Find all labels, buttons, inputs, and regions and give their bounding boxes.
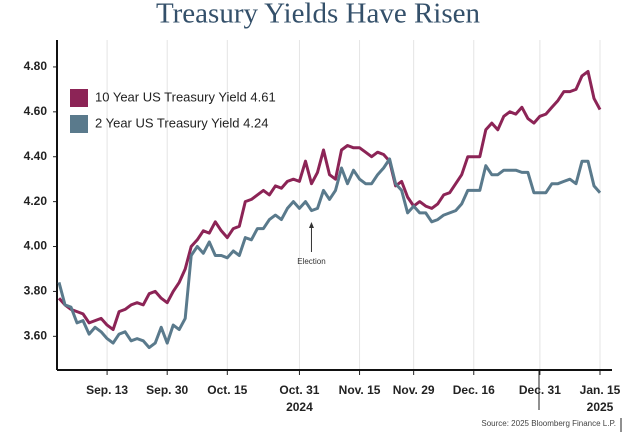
x-year-label: 2025	[587, 400, 614, 414]
source: Source: 2025 Bloomberg Finance L.P.	[481, 419, 616, 428]
y-tick-label: 4.00	[24, 239, 48, 253]
chart-title: Treasury Yields Have Risen	[156, 0, 481, 30]
legend-label: 2 Year US Treasury Yield 4.24	[95, 115, 268, 130]
series-line	[57, 157, 602, 350]
y-tick-label: 4.80	[24, 59, 48, 73]
annotation-arrowhead	[308, 222, 314, 228]
x-tick-label: Oct. 15	[207, 383, 247, 397]
x-tick-label: Jan. 15	[580, 383, 621, 397]
x-tick-label: Dec. 31	[519, 383, 561, 397]
x-year-label: 2024	[286, 400, 313, 414]
annotation: Election	[297, 257, 325, 266]
y-tick-label: 4.20	[24, 194, 48, 208]
series-line	[57, 69, 602, 332]
legend-swatch	[70, 89, 88, 107]
legend-swatch	[70, 115, 88, 133]
x-tick-label: Dec. 16	[453, 383, 495, 397]
y-tick-label: 4.40	[24, 149, 48, 163]
x-tick-label: Nov. 29	[393, 383, 435, 397]
x-tick-label: Sep. 30	[146, 383, 188, 397]
x-tick-label: Oct. 31	[279, 383, 319, 397]
x-tick-label: Nov. 15	[339, 383, 381, 397]
y-tick-label: 3.80	[24, 284, 48, 298]
legend-label: 10 Year US Treasury Yield 4.61	[95, 89, 276, 104]
y-tick-label: 3.60	[24, 328, 48, 342]
x-tick-label: Sep. 13	[86, 383, 128, 397]
y-tick-label: 4.60	[24, 104, 48, 118]
